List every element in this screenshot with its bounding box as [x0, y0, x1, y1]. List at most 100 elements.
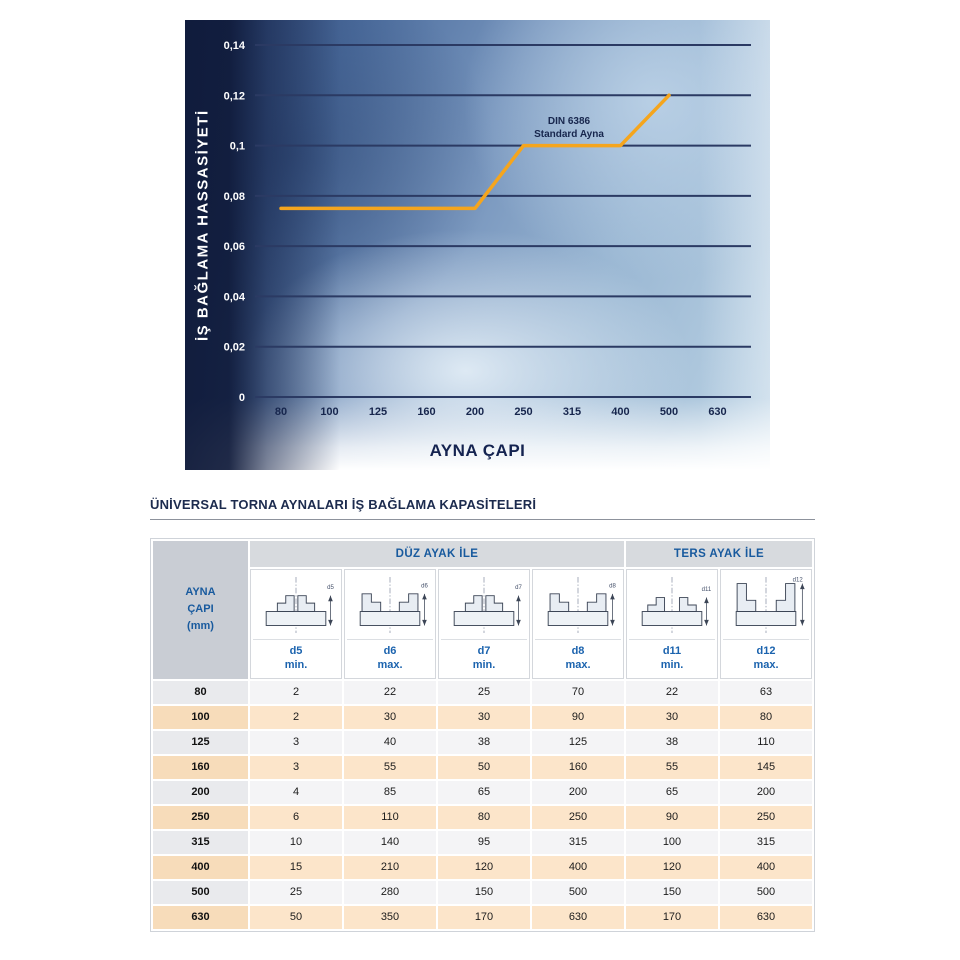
dim-limit: min. [284, 659, 308, 672]
chart-annotation: DIN 6386 [548, 116, 591, 127]
value-cell: 140 [344, 830, 436, 854]
table-row: 200 4 85 65 200 65 200 [153, 780, 812, 804]
x-tick-label: 200 [466, 406, 484, 418]
dim-label: d12 [793, 578, 804, 584]
dim-label: d8 [609, 583, 616, 589]
chart-plot: 0,14 0,12 0,1 0,08 0,06 0,04 0,02 0 80 100 125 160 2… [224, 40, 751, 418]
value-cell: 400 [720, 855, 812, 879]
value-cell: 3 [250, 755, 342, 779]
value-cell: 50 [250, 905, 342, 929]
value-cell: 250 [720, 805, 812, 829]
diagram-header-row: d5 d5 min. d6 [153, 569, 812, 679]
col-header-ayna-capi: AYNA ÇAPI (mm) [153, 541, 248, 679]
x-tick-label: 315 [563, 406, 581, 418]
value-cell: 500 [720, 880, 812, 904]
value-cell: 15 [250, 855, 342, 879]
value-cell: 40 [344, 730, 436, 754]
value-cell: 95 [438, 830, 530, 854]
group-header-row: AYNA ÇAPI (mm) DÜZ AYAK İLE TERS AYAK İL… [153, 541, 812, 679]
dim-name: d5 [289, 645, 303, 657]
dim-name: d7 [477, 645, 491, 657]
value-cell: 200 [532, 780, 624, 804]
table-row: 160 3 55 50 160 55 145 [153, 755, 812, 779]
row-header: 80 [153, 680, 248, 704]
value-cell: 3 [250, 730, 342, 754]
value-cell: 22 [344, 680, 436, 704]
x-axis-title: AYNA ÇAPI [429, 441, 526, 460]
x-tick-label: 250 [514, 406, 532, 418]
y-tick-label: 0,08 [224, 191, 245, 203]
column-label: d11 min. [629, 639, 715, 678]
row-header: 400 [153, 855, 248, 879]
dim-limit: max. [565, 659, 591, 672]
row-header: 100 [153, 705, 248, 729]
x-tick-label: 80 [275, 406, 287, 418]
value-cell: 280 [344, 880, 436, 904]
dim-limit: max. [377, 659, 403, 672]
value-cell: 70 [532, 680, 624, 704]
value-cell: 150 [438, 880, 530, 904]
jaw-diagram-d12-icon: d12 [735, 577, 805, 633]
value-cell: 630 [720, 905, 812, 929]
value-cell: 2 [250, 705, 342, 729]
y-tick-label: 0,04 [224, 291, 246, 303]
capacity-table: AYNA ÇAPI (mm) DÜZ AYAK İLE TERS AYAK İL… [150, 538, 815, 932]
capacity-section: ÜNİVERSAL TORNA AYNALARI İŞ BAĞLAMA KAPA… [150, 497, 815, 932]
dim-name: d8 [571, 645, 585, 657]
value-cell: 110 [720, 730, 812, 754]
dim-label: d7 [515, 585, 522, 591]
value-cell: 55 [344, 755, 436, 779]
x-tick-label: 500 [660, 406, 678, 418]
value-cell: 110 [344, 805, 436, 829]
dim-limit: min. [472, 659, 496, 672]
dim-name: d12 [756, 645, 776, 657]
jaw-diagram-d11-icon: d11 [641, 577, 712, 633]
table-row: 250 6 110 80 250 90 250 [153, 805, 812, 829]
value-cell: 500 [532, 880, 624, 904]
table-row: 125 3 40 38 125 38 110 [153, 730, 812, 754]
value-cell: 80 [438, 805, 530, 829]
dim-name: d11 [662, 645, 682, 657]
value-cell: 30 [626, 705, 718, 729]
value-cell: 2 [250, 680, 342, 704]
value-cell: 350 [344, 905, 436, 929]
x-tick-label: 400 [611, 406, 629, 418]
column-header-d12: d12 d12 max. [720, 569, 812, 679]
value-cell: 170 [626, 905, 718, 929]
value-cell: 25 [438, 680, 530, 704]
value-cell: 25 [250, 880, 342, 904]
column-header-d8: d8 d8 max. [532, 569, 624, 679]
value-cell: 400 [532, 855, 624, 879]
value-cell: 210 [344, 855, 436, 879]
value-cell: 90 [532, 705, 624, 729]
series-line [279, 93, 671, 211]
column-header-d5: d5 d5 min. [250, 569, 342, 679]
jaw-diagram-d8-icon: d8 [547, 577, 616, 633]
chart-annotation: Standard Ayna [534, 129, 604, 140]
value-cell: 315 [532, 830, 624, 854]
column-label: d6 max. [347, 639, 433, 678]
column-header-d7: d7 d7 min. [438, 569, 530, 679]
dim-label: d6 [421, 583, 428, 589]
x-tick-label: 160 [417, 406, 435, 418]
dim-limit: max. [753, 659, 779, 672]
table-row: 500 25 280 150 500 150 500 [153, 880, 812, 904]
value-cell: 65 [626, 780, 718, 804]
value-cell: 30 [438, 705, 530, 729]
value-cell: 65 [438, 780, 530, 804]
value-cell: 120 [626, 855, 718, 879]
row-header: 315 [153, 830, 248, 854]
value-cell: 200 [720, 780, 812, 804]
jaw-diagram-d6-icon: d6 [359, 577, 428, 633]
row-header: 630 [153, 905, 248, 929]
y-tick-label: 0,1 [230, 141, 245, 153]
value-cell: 38 [438, 730, 530, 754]
section-title: ÜNİVERSAL TORNA AYNALARI İŞ BAĞLAMA KAPA… [150, 497, 537, 512]
value-cell: 10 [250, 830, 342, 854]
value-cell: 85 [344, 780, 436, 804]
value-cell: 250 [532, 805, 624, 829]
y-tick-label: 0,12 [224, 90, 245, 102]
value-cell: 145 [720, 755, 812, 779]
y-tick-label: 0,06 [224, 241, 245, 253]
